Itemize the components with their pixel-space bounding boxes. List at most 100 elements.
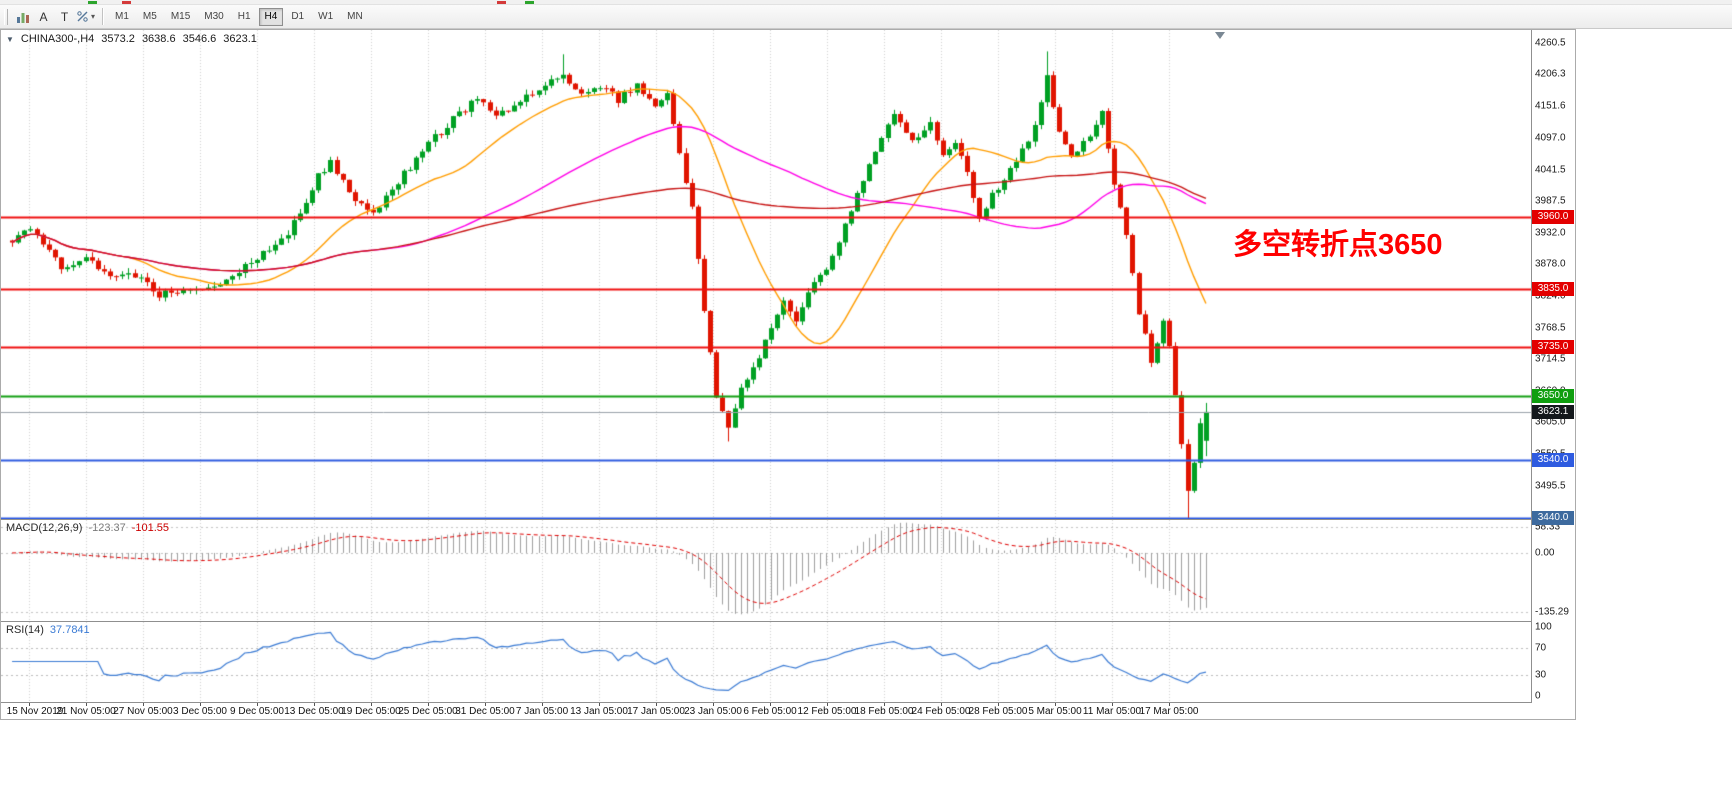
text-label-a-button[interactable]: A bbox=[33, 7, 54, 27]
macd-signal-value: -101.55 bbox=[131, 522, 170, 534]
time-axis-label: 17 Jan 05:00 bbox=[627, 706, 685, 717]
timeframe-button-h4[interactable]: H4 bbox=[258, 7, 284, 26]
time-axis-label: 9 Dec 05:00 bbox=[230, 706, 284, 717]
clipped-icon bbox=[497, 1, 506, 4]
axis-tick-label: 3987.5 bbox=[1535, 195, 1566, 207]
legend-low: 3546.6 bbox=[182, 33, 217, 45]
rsi-indicator-label: RSI(14) 37.7841 bbox=[6, 624, 90, 636]
level-price-badge: 3735.0 bbox=[1532, 340, 1574, 355]
line-studies-dropdown-button[interactable]: ▾ bbox=[75, 7, 96, 27]
legend-high: 3638.6 bbox=[141, 33, 176, 45]
timeframe-button-m15[interactable]: M15 bbox=[165, 8, 196, 26]
time-axis-label: 27 Nov 05:00 bbox=[113, 706, 173, 717]
time-axis-tick bbox=[1055, 703, 1056, 706]
axis-tick-label: 3878.0 bbox=[1535, 258, 1566, 270]
trendline-percent-icon bbox=[77, 11, 88, 22]
level-price-badge: 3650.0 bbox=[1532, 389, 1574, 404]
axis-tick-label: 4041.5 bbox=[1535, 164, 1566, 176]
timeframe-button-m1[interactable]: M1 bbox=[109, 8, 135, 26]
time-axis-tick bbox=[257, 703, 258, 706]
legend-symbol-timeframe: CHINA300-,H4 bbox=[20, 33, 95, 45]
legend-close: 3623.1 bbox=[223, 33, 257, 45]
current-price-badge: 3623.1 bbox=[1532, 404, 1574, 419]
chart-annotation-text: 多空转折点3650 bbox=[1233, 229, 1443, 261]
time-axis-label: 28 Feb 05:00 bbox=[968, 706, 1028, 717]
time-axis-label: 13 Jan 05:00 bbox=[570, 706, 628, 717]
symbol-dropdown-icon[interactable]: ▼ bbox=[6, 34, 14, 44]
time-axis-tick bbox=[827, 703, 828, 706]
time-axis-tick bbox=[143, 703, 144, 706]
time-axis-label: 23 Jan 05:00 bbox=[684, 706, 742, 717]
axis-tick-label: 4151.6 bbox=[1535, 100, 1566, 112]
clipped-upper-toolbar bbox=[0, 0, 1732, 5]
time-axis-label: 5 Mar 05:00 bbox=[1028, 706, 1082, 717]
axis-tick-label: 4206.3 bbox=[1535, 68, 1566, 80]
toolbar-separator bbox=[102, 8, 104, 25]
toolbar-grip-handle[interactable] bbox=[4, 8, 8, 25]
time-axis-label: 3 Dec 05:00 bbox=[173, 706, 227, 717]
panel-divider-macd[interactable] bbox=[1, 519, 1575, 520]
axis-tick-label: 58.33 bbox=[1535, 521, 1561, 533]
timeframe-button-mn[interactable]: MN bbox=[341, 8, 369, 26]
time-axis-label: 19 Dec 05:00 bbox=[341, 706, 401, 717]
axis-tick-label: 0.00 bbox=[1535, 547, 1555, 559]
time-axis-tick bbox=[998, 703, 999, 706]
level-price-badge: 3835.0 bbox=[1532, 282, 1574, 297]
axis-tick-label: 3932.0 bbox=[1535, 227, 1566, 239]
time-axis-label: 31 Dec 05:00 bbox=[455, 706, 515, 717]
time-axis-tick bbox=[1169, 703, 1170, 706]
chart-window: ▼ CHINA300-,H4 3573.2 3638.6 3546.6 3623… bbox=[0, 29, 1576, 720]
time-axis-tick bbox=[371, 703, 372, 706]
chart-shift-marker bbox=[1215, 32, 1225, 39]
clipped-icon bbox=[88, 1, 97, 4]
timeframe-button-m5[interactable]: M5 bbox=[137, 8, 163, 26]
bar-chart-icon-button[interactable] bbox=[12, 7, 33, 27]
axis-tick-label: 3714.5 bbox=[1535, 353, 1566, 365]
axis-tick-label: 0 bbox=[1535, 690, 1541, 702]
text-tool-t-button[interactable]: T bbox=[54, 7, 75, 27]
timeframe-button-d1[interactable]: D1 bbox=[285, 8, 310, 26]
axis-tick-label: 4260.5 bbox=[1535, 37, 1566, 49]
time-axis-label: 25 Dec 05:00 bbox=[398, 706, 458, 717]
axis-tick-label: -135.29 bbox=[1535, 606, 1569, 618]
level-price-badge: 3960.0 bbox=[1532, 209, 1574, 224]
level-price-badge: 3440.0 bbox=[1532, 510, 1574, 525]
time-axis-tick bbox=[200, 703, 201, 706]
time-axis-tick bbox=[656, 703, 657, 706]
time-axis-tick bbox=[1112, 703, 1113, 706]
panel-divider-rsi[interactable] bbox=[1, 621, 1575, 622]
time-axis-tick bbox=[599, 703, 600, 706]
clipped-icon bbox=[122, 1, 131, 4]
workspace-background bbox=[0, 721, 1732, 794]
time-axis-tick bbox=[884, 703, 885, 706]
time-axis-tick bbox=[428, 703, 429, 706]
time-axis-label: 11 Mar 05:00 bbox=[1082, 706, 1142, 717]
clipped-icon bbox=[525, 1, 534, 4]
time-axis-tick bbox=[485, 703, 486, 706]
time-axis-label: 17 Mar 05:00 bbox=[1139, 706, 1199, 717]
rsi-value: 37.7841 bbox=[49, 624, 90, 636]
price-axis[interactable]: 4260.5 4206.3 4151.6 4097.0 4041.5 3987.5 3932… bbox=[1532, 30, 1575, 703]
timeframe-button-m30[interactable]: M30 bbox=[198, 8, 229, 26]
timeframe-button-w1[interactable]: W1 bbox=[312, 8, 339, 26]
time-axis-label: 21 Nov 05:00 bbox=[56, 706, 116, 717]
axis-tick-label: 3605.0 bbox=[1535, 416, 1566, 428]
time-axis-border bbox=[1, 702, 1575, 703]
level-price-badge: 3540.0 bbox=[1532, 452, 1574, 467]
timeframe-button-h1[interactable]: H1 bbox=[232, 8, 257, 26]
time-axis[interactable]: 15 Nov 2019 21 Nov 05:00 27 Nov 05:00 3 Dec… bbox=[1, 703, 1531, 719]
time-axis-label: 13 Dec 05:00 bbox=[284, 706, 344, 717]
macd-name: MACD(12,26,9) bbox=[6, 522, 83, 534]
dropdown-caret-icon: ▾ bbox=[91, 12, 96, 21]
legend-open: 3573.2 bbox=[101, 33, 135, 45]
time-axis-label: 24 Feb 05:00 bbox=[911, 706, 971, 717]
time-axis-tick bbox=[29, 703, 30, 706]
macd-main-value: -123.37 bbox=[88, 522, 126, 534]
time-axis-label: 6 Feb 05:00 bbox=[743, 706, 797, 717]
macd-panel-canvas[interactable] bbox=[1, 520, 1531, 621]
time-axis-tick bbox=[314, 703, 315, 706]
macd-indicator-label: MACD(12,26,9) -123.37 -101.55 bbox=[6, 522, 169, 534]
rsi-panel-canvas[interactable] bbox=[1, 622, 1531, 701]
main-chart-canvas[interactable] bbox=[1, 30, 1531, 519]
